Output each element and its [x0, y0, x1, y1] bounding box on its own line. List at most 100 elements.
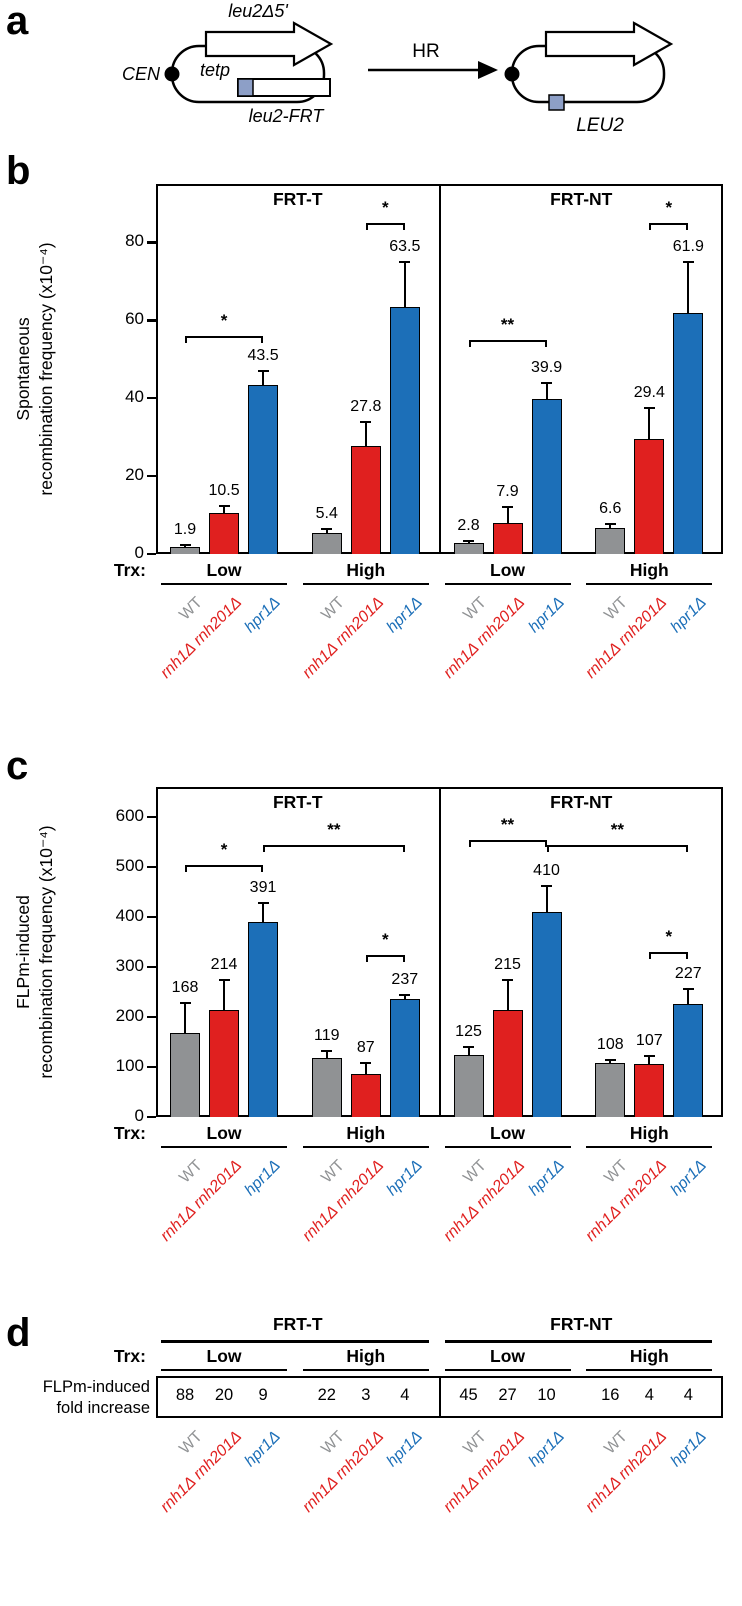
significance-bracket — [185, 864, 264, 872]
error-bar-cap — [360, 421, 372, 424]
error-bar — [687, 988, 690, 1004]
error-bar-cap — [643, 1054, 655, 1057]
trx-group-label: High — [302, 560, 429, 585]
table-header: FRT-NT — [550, 1314, 613, 1334]
error-bar-cap — [604, 523, 616, 526]
significance-bracket — [365, 954, 405, 962]
table-row-label-line2: fold increase — [56, 1399, 150, 1418]
bar-hpr1 — [673, 312, 704, 554]
trx-group-label: High — [586, 1346, 713, 1371]
error-bar-cap — [463, 1046, 475, 1048]
genotype-label-hpr1: hpr1Δ — [667, 1157, 710, 1200]
trx-group-label: High — [586, 560, 713, 585]
subpanel-title: FRT-NT — [550, 189, 613, 209]
leu2d5-gene-arrow — [204, 21, 334, 67]
y-tick-label: 80 — [125, 231, 144, 251]
error-bar-cap — [502, 978, 514, 981]
bar-value-label: 43.5 — [247, 346, 279, 364]
cen-dot-left — [164, 66, 180, 82]
y-tick-mark — [147, 241, 156, 244]
bar-hpr1 — [248, 384, 279, 554]
error-bar — [687, 262, 690, 313]
significance-bracket — [468, 839, 547, 847]
error-bar — [609, 1060, 612, 1063]
error-bar-cap — [179, 544, 191, 547]
y-axis-label-line2: recombination frequency (x10⁻⁴) — [35, 825, 56, 1079]
error-bar — [364, 1062, 367, 1074]
error-bar — [545, 383, 548, 399]
error-bar-cap — [321, 528, 333, 531]
fold-value: 22 — [317, 1386, 336, 1404]
error-bar — [506, 506, 509, 524]
table-row-label: FLPm-induced fold increase — [2, 1377, 150, 1419]
trx-group-label: Low — [161, 1123, 288, 1148]
genotype-label-hpr1: hpr1Δ — [383, 594, 426, 637]
fold-value: 4 — [644, 1386, 654, 1404]
fold-value: 9 — [258, 1386, 268, 1404]
significance-stars: * — [665, 927, 673, 946]
trx-group-label: Low — [161, 1346, 288, 1371]
fold-value: 10 — [537, 1386, 556, 1404]
error-bar — [403, 261, 406, 307]
fold-value: 20 — [214, 1386, 234, 1404]
panel-divider — [438, 787, 441, 1117]
bar-hpr1 — [389, 998, 420, 1117]
trx-group-label: High — [302, 1123, 429, 1148]
error-bar — [403, 994, 406, 999]
significance-stars: * — [381, 929, 389, 949]
genotype-label-wt: WT — [601, 1157, 632, 1187]
bar-value-label: 1.9 — [173, 521, 197, 539]
trx-group-label: Low — [161, 560, 288, 585]
bar-value-label: 391 — [249, 878, 277, 896]
table-header: FRT-T — [272, 1314, 323, 1334]
genotype-label-hpr1: hpr1Δ — [383, 1157, 426, 1200]
trx-group-label: High — [302, 1346, 429, 1371]
y-tick-mark — [147, 865, 156, 869]
bar-value-label: 119 — [314, 1026, 340, 1044]
y-axis-label-line1: Spontaneous — [13, 317, 33, 421]
leu2d5-label: leu2Δ5' — [228, 1, 288, 21]
subpanel-title: FRT-NT — [550, 792, 613, 812]
error-bar — [467, 540, 470, 544]
leu2-gene-arrow — [544, 21, 674, 67]
error-bar-cap — [682, 261, 694, 264]
bar-value-label: 87 — [356, 1038, 375, 1056]
bar-value-label: 61.9 — [672, 238, 704, 256]
bar-wt — [170, 546, 201, 554]
bar-hpr1 — [531, 912, 562, 1117]
genotype-label-wt: WT — [459, 1428, 490, 1458]
y-tick-label: 40 — [125, 387, 144, 407]
significance-stars: ** — [500, 314, 515, 334]
bar-value-label: 215 — [494, 955, 521, 973]
fold-value: 88 — [175, 1386, 195, 1404]
y-tick-label: 300 — [115, 956, 144, 975]
bar-hpr1 — [531, 398, 562, 554]
genotype-label-hpr1: hpr1Δ — [241, 1428, 285, 1471]
bar-value-label: 2.8 — [457, 516, 480, 534]
y-tick-mark — [147, 1015, 156, 1019]
genotype-label-hpr1: hpr1Δ — [525, 1428, 568, 1471]
genotype-label-wt: WT — [318, 1428, 348, 1458]
error-bar — [184, 1003, 187, 1033]
panel-letter-a: a — [6, 0, 29, 43]
error-bar-cap — [257, 369, 269, 372]
panel-c: c FLPm-induced recombination frequency (x… — [0, 745, 742, 1310]
significance-bracket — [263, 844, 405, 852]
bar-value-label: 410 — [533, 862, 560, 879]
y-tick-label: 200 — [115, 1006, 144, 1025]
bar-wt — [311, 1057, 342, 1117]
bar-hpr1 — [248, 921, 279, 1117]
y-axis-label-line1: FLPm-induced — [13, 895, 33, 1009]
trx-group-label: Low — [444, 1123, 571, 1148]
bar-wt — [453, 1054, 484, 1117]
bar-value-label: 237 — [391, 970, 419, 988]
bar-wt — [311, 532, 342, 554]
error-bar — [609, 524, 612, 529]
error-bar — [506, 979, 509, 1010]
y-tick-mark — [147, 965, 156, 969]
table-header-rule — [444, 1340, 713, 1343]
error-bar — [223, 980, 226, 1010]
genotype-label-hpr1: hpr1Δ — [525, 594, 568, 637]
y-tick-mark — [147, 1065, 156, 1069]
